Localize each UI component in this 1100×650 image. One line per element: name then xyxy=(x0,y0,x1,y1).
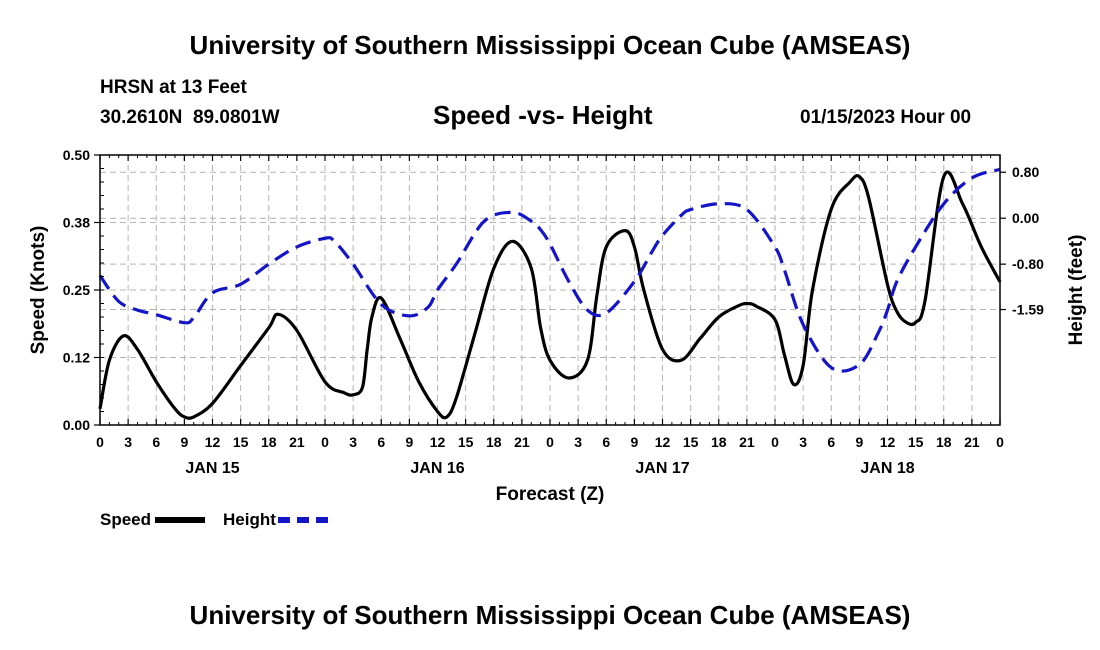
x-tick-label: 6 xyxy=(377,434,385,450)
x-tick-label: 9 xyxy=(180,434,188,450)
legend-speed-label: Speed xyxy=(100,510,152,529)
y-tick-label: 0.25 xyxy=(63,282,90,298)
speed-series-line xyxy=(98,170,1002,420)
x-tick-label: 3 xyxy=(124,434,132,450)
y-axis-title: Speed (Knots) xyxy=(28,226,49,355)
x-tick-label: 6 xyxy=(152,434,160,450)
x-tick-label: 6 xyxy=(602,434,610,450)
grid-lines xyxy=(100,155,1000,425)
location-label: 30.2610N 89.0801W xyxy=(100,107,280,128)
y-tick-label: 0.38 xyxy=(63,215,90,231)
axes: 0 3 6 9 12 15 18 21 0 3 6 9 12 15 18 21 0 3 6 9 12 15 18 21 0 3 6 9… xyxy=(28,147,1087,505)
y2-tick-label: 0.80 xyxy=(1012,164,1039,180)
x-tick-label: 9 xyxy=(405,434,413,450)
y2-axis-title: Height (feet) xyxy=(1066,235,1087,346)
legend-height-label: Height xyxy=(223,510,276,529)
x-tick-label: 9 xyxy=(630,434,638,450)
y2-tick-label: -0.80 xyxy=(1012,256,1044,272)
y-tick-label: 0.00 xyxy=(63,417,90,433)
x-tick-label: 15 xyxy=(233,434,249,450)
x-tick-label: 12 xyxy=(880,434,896,450)
forecast-datetime: 01/15/2023 Hour 00 xyxy=(800,107,972,128)
x-tick-label: 12 xyxy=(205,434,221,450)
x-tick-label: 15 xyxy=(908,434,924,450)
legend-speed-swatch xyxy=(155,517,206,523)
x-tick-label: 0 xyxy=(771,434,779,450)
height-series-line xyxy=(98,167,1001,373)
x-tick-label: 21 xyxy=(739,434,755,450)
x-tick-label: 18 xyxy=(711,434,727,450)
day-label: JAN 16 xyxy=(410,460,464,477)
day-label: JAN 17 xyxy=(635,460,689,477)
footer-title: University of Southern Mississippi Ocean… xyxy=(189,600,911,630)
legend-height-swatch xyxy=(277,517,328,523)
x-tick-label: 0 xyxy=(546,434,554,450)
y2-tick-label: -1.59 xyxy=(1012,302,1044,318)
x-tick-label: 9 xyxy=(855,434,863,450)
x-tick-label: 18 xyxy=(936,434,952,450)
day-label: JAN 18 xyxy=(860,460,914,477)
station-label: HRSN at 13 Feet xyxy=(100,77,247,98)
x-tick-label: 21 xyxy=(514,434,530,450)
x-tick-label: 3 xyxy=(574,434,582,450)
x-tick-label: 18 xyxy=(261,434,277,450)
x-tick-label: 0 xyxy=(996,434,1004,450)
x-tick-label: 0 xyxy=(96,434,104,450)
y-tick-label: 0.12 xyxy=(63,350,90,366)
x-tick-label: 6 xyxy=(827,434,835,450)
day-label: JAN 15 xyxy=(185,460,239,477)
x-tick-label: 21 xyxy=(964,434,980,450)
x-tick-label: 3 xyxy=(799,434,807,450)
x-tick-label: 12 xyxy=(430,434,446,450)
x-tick-label: 0 xyxy=(321,434,329,450)
x-tick-label: 21 xyxy=(289,434,305,450)
x-axis-title: Forecast (Z) xyxy=(496,484,605,505)
x-tick-label: 12 xyxy=(655,434,671,450)
x-tick-label: 15 xyxy=(458,434,474,450)
x-tick-label: 18 xyxy=(486,434,502,450)
plot-lines xyxy=(98,167,1002,420)
y-tick-label: 0.50 xyxy=(63,147,90,163)
x-tick-label: 3 xyxy=(349,434,357,450)
x-tick-label: 15 xyxy=(683,434,699,450)
chart-title: University of Southern Mississippi Ocean… xyxy=(189,30,911,60)
chart-subtitle: Speed -vs- Height xyxy=(433,100,653,130)
legend: Speed Height xyxy=(100,510,328,530)
y2-tick-label: 0.00 xyxy=(1012,210,1039,226)
